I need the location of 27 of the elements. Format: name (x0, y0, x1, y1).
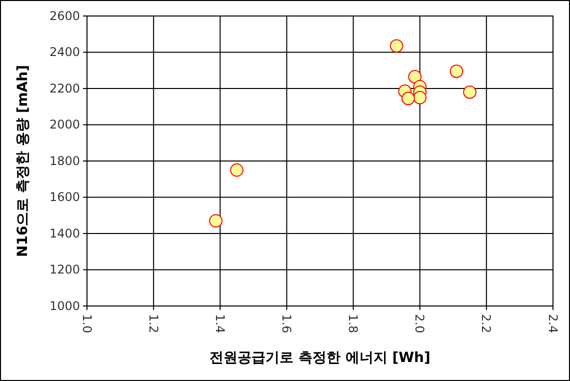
point (230, 163, 244, 177)
y-tick-label: 1000 (49, 298, 80, 313)
x-axis-title: 전원공급기로 측정한 에너지 [Wh] (210, 350, 430, 366)
x-tick-label: 1.8 (346, 314, 360, 334)
x-tick-label: 2.2 (479, 314, 494, 334)
y-tick-label: 2600 (49, 8, 80, 23)
y-tick-label: 1600 (49, 190, 80, 204)
y-tick-label: 1400 (49, 226, 80, 240)
y-tick-label: 2000 (49, 118, 80, 132)
x-tick-label: 2.0 (412, 314, 427, 334)
point (408, 70, 422, 84)
y-axis-title: N16으로 측정한 용량 [mAh] (15, 64, 31, 258)
y-tick-label: 1200 (49, 262, 80, 277)
point (463, 85, 476, 99)
point (450, 64, 464, 78)
y-tick-label: 1800 (49, 154, 80, 168)
x-tick-label: 1.4 (212, 314, 227, 334)
x-tick-label: 1.0 (80, 314, 94, 334)
y-tick-label: 2400 (49, 45, 80, 60)
x-tick-label: 1.6 (280, 314, 294, 334)
x-tick-label: 2.4 (546, 314, 560, 334)
point (390, 39, 404, 53)
point (209, 214, 222, 228)
point (413, 90, 427, 104)
x-tick-label: 1.2 (146, 314, 160, 334)
y-tick-label: 2200 (49, 81, 80, 96)
point (402, 92, 415, 106)
